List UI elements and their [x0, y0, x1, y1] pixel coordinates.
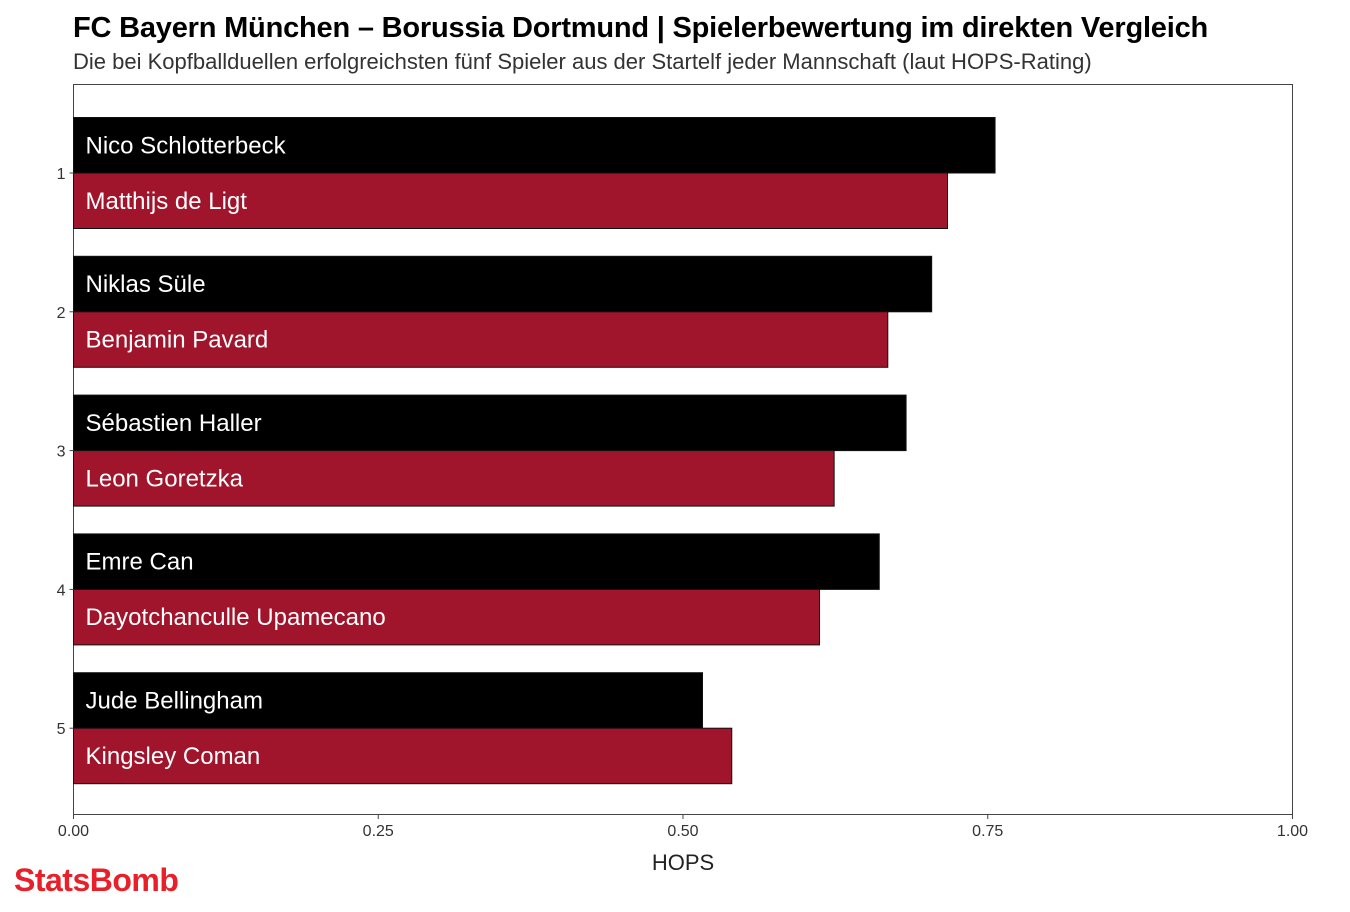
bar-label: Leon Goretzka: [86, 465, 244, 492]
bars-layer: Nico Schlotterbeck Matthijs de Ligt Niklas…: [73, 117, 996, 785]
y-tick-label: 2: [57, 305, 66, 322]
bar-label: Jude Bellingham: [86, 687, 263, 714]
y-axis: 1 2 3 4 5: [57, 166, 74, 738]
y-tick-label: 3: [57, 444, 66, 461]
chart-subtitle: Die bei Kopfballduellen erfolgreichsten …: [73, 49, 1092, 74]
bar: [73, 588, 821, 646]
bar-label: Benjamin Pavard: [86, 327, 269, 354]
chart-title: FC Bayern München – Borussia Dortmund | …: [73, 12, 1209, 44]
x-tick-label: 0.50: [667, 823, 698, 840]
x-axis-label: HOPS: [652, 850, 714, 875]
bar: [73, 311, 889, 368]
x-tick-label: 1.00: [1277, 823, 1308, 840]
statsbomb-logo: StatsBomb: [14, 862, 179, 898]
bar: [73, 450, 835, 507]
x-axis: 0.00 0.25 0.50 0.75 1.00: [58, 814, 1308, 840]
bar-label: Nico Schlotterbeck: [86, 132, 287, 159]
y-tick-label: 1: [57, 166, 66, 183]
x-tick-label: 0.75: [972, 823, 1003, 840]
x-tick-label: 0.00: [58, 823, 89, 840]
y-tick-label: 5: [57, 721, 66, 738]
bar: [73, 533, 880, 590]
x-tick-label: 0.25: [363, 823, 394, 840]
bar: [73, 727, 733, 785]
bar-label: Emre Can: [86, 549, 194, 576]
bar-label: Sébastien Haller: [86, 410, 262, 437]
y-tick-label: 4: [57, 582, 66, 599]
bar: [73, 117, 996, 174]
bar-label: Niklas Süle: [86, 271, 206, 298]
bar-label: Kingsley Coman: [86, 743, 261, 770]
bar: [73, 672, 704, 729]
bar: [73, 255, 933, 313]
bar-label: Matthijs de Ligt: [86, 188, 248, 215]
bar-label: Dayotchanculle Upamecano: [86, 604, 386, 631]
bar: [73, 172, 949, 229]
